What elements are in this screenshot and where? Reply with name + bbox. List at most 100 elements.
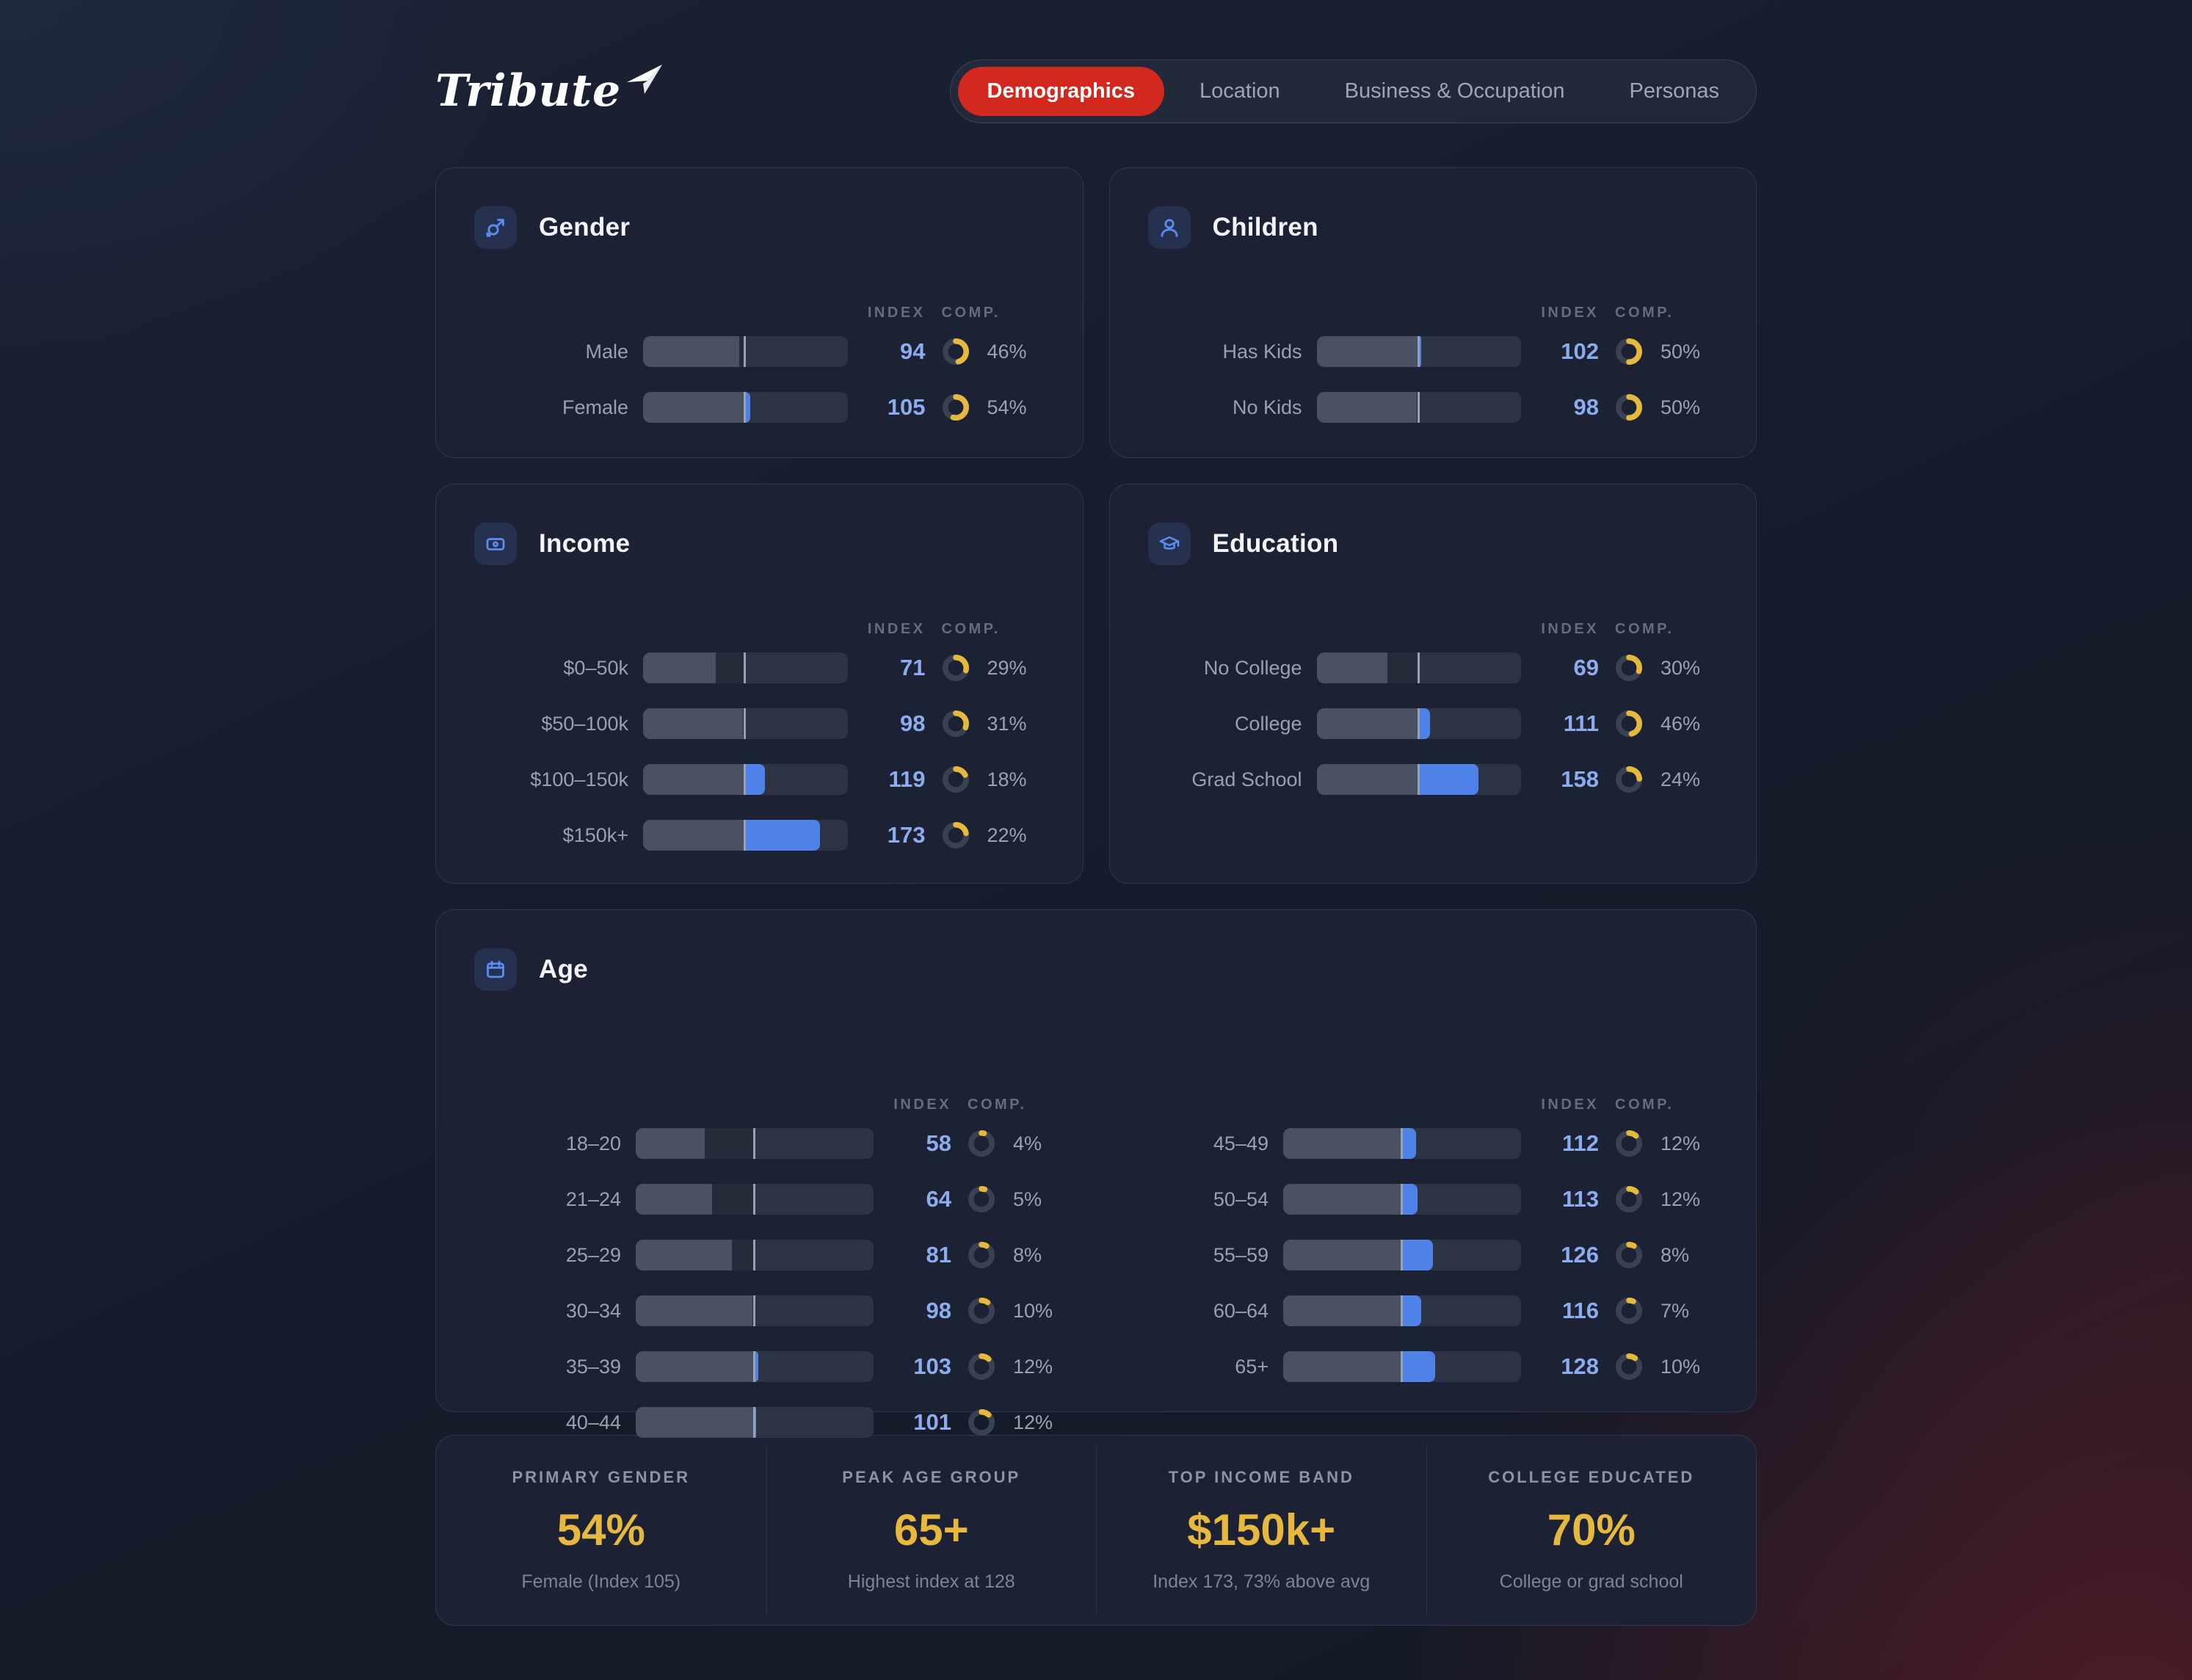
bar-center-marker: [744, 764, 746, 795]
bar-center-marker: [1418, 392, 1420, 423]
stat-row: No College6930%: [1148, 640, 1719, 696]
summary-card: PRIMARY GENDER54%Female (Index 105)PEAK …: [435, 1435, 1757, 1626]
bar-blue-fill: [1402, 1295, 1421, 1326]
bar-center-marker: [744, 392, 746, 423]
row-label: Has Kids: [1148, 341, 1302, 363]
comp-donut: [940, 652, 971, 683]
stat-row: 55–591268%: [1122, 1227, 1718, 1283]
comp-value: 54%: [987, 396, 1045, 419]
tab-business-occupation[interactable]: Business & Occupation: [1315, 67, 1594, 116]
index-value: 94: [863, 338, 926, 365]
card-education: EducationINDEXCOMP.No College6930%Colleg…: [1109, 484, 1757, 884]
comp-value: 46%: [987, 341, 1045, 363]
bar-gray-fill: [636, 1184, 712, 1215]
row-label: 50–54: [1122, 1188, 1269, 1211]
bar-gray-fill: [636, 1240, 732, 1270]
row-label: 55–59: [1122, 1244, 1269, 1267]
comp-value: 24%: [1661, 768, 1718, 791]
stat-row: 21–24645%: [474, 1171, 1070, 1227]
bar-gray-fill: [643, 652, 716, 683]
bar-blue-fill: [1419, 708, 1430, 739]
index-value: 111: [1536, 710, 1599, 737]
tab-personas[interactable]: Personas: [1600, 67, 1749, 116]
card-header: Children: [1148, 206, 1719, 249]
tab-location[interactable]: Location: [1170, 67, 1310, 116]
comp-column-header: COMP.: [966, 1097, 1070, 1113]
bar-gray-fill: [1317, 336, 1419, 367]
comp-donut: [1614, 336, 1644, 367]
comp-donut: [940, 820, 971, 851]
bar-gray-fill: [643, 708, 743, 739]
stat-column: INDEXCOMP.45–4911212%50–5411312%55–59126…: [1122, 991, 1718, 1450]
stat-row: Female10554%: [474, 379, 1045, 435]
bar-gray-fill: [636, 1351, 755, 1382]
card-header: Gender: [474, 206, 1045, 249]
stat-row: 50–5411312%: [1122, 1171, 1718, 1227]
index-value: 105: [863, 394, 926, 421]
card-children: Children INDEXCOMP.Has Kids10250%No Kids9…: [1109, 167, 1757, 458]
stat-row: Grad School15824%: [1148, 752, 1719, 807]
index-value: 81: [888, 1242, 951, 1268]
comp-donut: [1614, 392, 1644, 423]
comp-value: 10%: [1013, 1300, 1070, 1323]
brand-logo: Tribute: [435, 69, 664, 113]
table-header: INDEX COMP.: [474, 1094, 1070, 1116]
index-bar: [1283, 1240, 1521, 1270]
bar-blue-fill: [1402, 1240, 1433, 1270]
card-icon-chip: [474, 206, 517, 249]
index-value: 58: [888, 1130, 951, 1157]
index-bar: [1283, 1128, 1521, 1159]
stat-row: 60–641167%: [1122, 1283, 1718, 1339]
card-icon-chip: [1148, 523, 1191, 565]
stat-row: 35–3910312%: [474, 1339, 1070, 1394]
page: Tribute DemographicsLocationBusiness & O…: [435, 0, 1757, 1626]
bar-center-marker: [1418, 336, 1420, 367]
index-bar: [636, 1240, 874, 1270]
comp-value: 7%: [1661, 1300, 1718, 1323]
summary-item-primary-gender: PRIMARY GENDER54%Female (Index 105): [436, 1446, 766, 1615]
comp-donut: [1614, 1128, 1644, 1159]
bar-gray-fill: [1283, 1295, 1402, 1326]
index-bar: [1283, 1351, 1521, 1382]
row-label: 30–34: [474, 1300, 621, 1323]
comp-donut: [966, 1407, 997, 1438]
card-header: Education: [1148, 523, 1719, 565]
bar-center-marker: [753, 1240, 755, 1270]
comp-donut: [1614, 708, 1644, 739]
bar-gray-fill: [643, 820, 745, 851]
row-label: 45–49: [1122, 1132, 1269, 1155]
row-label: Male: [474, 341, 628, 363]
bar-gray-fill: [636, 1295, 752, 1326]
comp-column-header: COMP.: [940, 305, 1045, 321]
summary-item-college-educated: COLLEGE EDUCATED70%College or grad schoo…: [1426, 1446, 1757, 1615]
comp-donut: [940, 336, 971, 367]
summary-value: 65+: [782, 1505, 1082, 1555]
table-header: INDEX COMP.: [474, 618, 1045, 640]
person-icon: [1157, 215, 1182, 240]
row-label: 35–39: [474, 1356, 621, 1378]
index-value: 128: [1536, 1353, 1599, 1380]
comp-donut: [966, 1128, 997, 1159]
comp-donut: [1614, 1351, 1644, 1382]
stat-row: 18–20584%: [474, 1116, 1070, 1171]
index-column-header: INDEX: [888, 1097, 951, 1113]
nav-tabs: DemographicsLocationBusiness & Occupatio…: [950, 59, 1757, 123]
index-bar: [636, 1351, 874, 1382]
card-title: Children: [1213, 213, 1318, 242]
stat-column: INDEXCOMP.Has Kids10250%No Kids9850%: [1148, 249, 1719, 435]
graduation-cap-icon: [1157, 531, 1182, 556]
card-title: Education: [1213, 529, 1339, 559]
tab-demographics[interactable]: Demographics: [958, 67, 1164, 116]
index-column-header: INDEX: [863, 621, 926, 638]
card-title: Age: [539, 955, 588, 984]
comp-column-header: COMP.: [940, 621, 1045, 638]
row-label: No College: [1148, 657, 1302, 680]
bar-center-marker: [744, 336, 746, 367]
index-value: 71: [863, 655, 926, 681]
bar-center-marker: [753, 1128, 755, 1159]
card-header: Income: [474, 523, 1045, 565]
comp-value: 31%: [987, 713, 1045, 735]
row-label: $100–150k: [474, 768, 628, 791]
card-title: Income: [539, 529, 630, 559]
index-column-header: INDEX: [1536, 1097, 1599, 1113]
